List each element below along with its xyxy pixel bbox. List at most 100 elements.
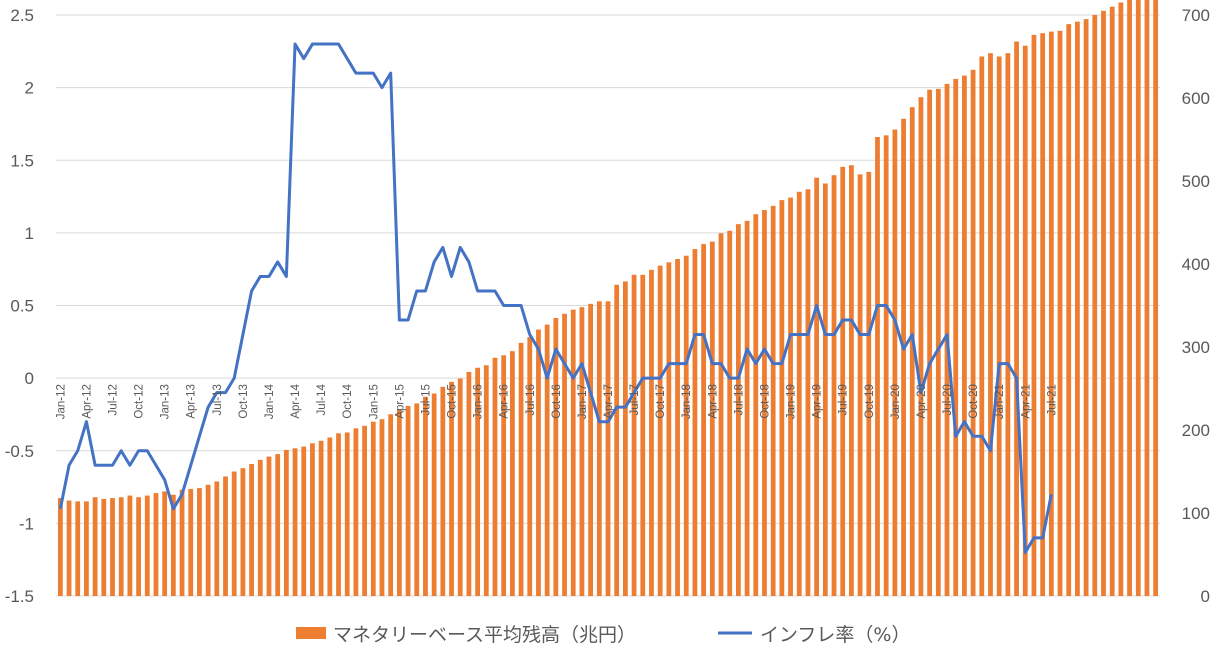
bar xyxy=(1092,15,1098,596)
x-tick-label: Oct-20 xyxy=(968,384,980,419)
bar xyxy=(1057,30,1063,596)
bar xyxy=(336,433,341,596)
bar xyxy=(901,118,906,596)
bar xyxy=(483,365,489,596)
bar xyxy=(570,309,576,596)
bar xyxy=(414,403,420,596)
bar xyxy=(214,481,220,596)
bar xyxy=(831,175,837,596)
legend-swatch-bar xyxy=(296,627,326,639)
bar xyxy=(1118,2,1124,597)
left-tick-label: 2.5 xyxy=(10,6,34,25)
bar xyxy=(301,446,307,596)
bar xyxy=(770,205,776,596)
bar xyxy=(353,428,359,596)
right-tick-label: 200 xyxy=(1182,421,1210,440)
bar xyxy=(1109,6,1115,596)
bar xyxy=(1005,53,1011,597)
bar xyxy=(805,189,811,597)
bar xyxy=(362,425,367,596)
x-tick-label: Apr-13 xyxy=(186,384,198,419)
x-axis-ticks: Jan-12 Apr-12 Jul-12 Oct-12 Jan-13 Apr-13 Jul-… xyxy=(55,384,1058,420)
x-tick-label: Jul-13 xyxy=(212,384,224,415)
bar xyxy=(223,476,228,596)
bar xyxy=(1031,34,1037,597)
x-tick-label: Jan-13 xyxy=(160,384,172,419)
bar xyxy=(509,351,515,596)
bar xyxy=(1048,31,1054,597)
bar xyxy=(970,69,976,596)
bar xyxy=(849,165,854,597)
left-axis-ticks: -1.5 -1 -0.5 0 0.5 1 1.5 2 2.5 xyxy=(5,6,34,606)
x-tick-label: Oct-15 xyxy=(447,384,459,419)
bar xyxy=(405,405,411,596)
bar xyxy=(840,166,846,596)
x-tick-label: Apr-15 xyxy=(394,384,406,419)
bar xyxy=(379,419,385,596)
bar xyxy=(457,378,463,596)
bar xyxy=(596,301,602,596)
right-tick-label: 700 xyxy=(1182,6,1210,25)
bar xyxy=(170,494,176,596)
bar xyxy=(92,497,98,596)
bar xyxy=(935,88,941,597)
x-tick-label: Oct-19 xyxy=(864,384,876,419)
bar xyxy=(240,468,246,596)
bar xyxy=(753,214,759,596)
bar xyxy=(709,241,715,596)
bar xyxy=(779,200,785,596)
bar xyxy=(553,317,559,596)
x-tick-label: Apr-14 xyxy=(290,384,302,419)
bar xyxy=(623,281,628,596)
bar xyxy=(431,393,437,596)
x-tick-label: Jul-17 xyxy=(629,384,641,415)
bar xyxy=(822,183,828,597)
bar xyxy=(657,265,663,596)
x-tick-label: Jul-20 xyxy=(942,384,954,415)
bar xyxy=(605,301,611,596)
bar xyxy=(179,489,185,596)
bar xyxy=(475,367,480,596)
right-tick-label: 300 xyxy=(1182,338,1210,357)
bar xyxy=(962,75,967,597)
bar xyxy=(344,432,350,596)
x-tick-label: Oct-17 xyxy=(655,384,667,419)
x-tick-label: Jan-17 xyxy=(577,384,589,419)
bar xyxy=(1040,33,1046,596)
bar xyxy=(796,191,802,597)
x-tick-label: Oct-13 xyxy=(238,384,250,419)
bar xyxy=(1135,0,1141,597)
left-tick-label: -1 xyxy=(19,514,34,533)
bar xyxy=(762,210,767,597)
x-tick-label: Oct-12 xyxy=(134,384,146,419)
x-tick-label: Jan-20 xyxy=(890,384,902,419)
bar xyxy=(231,471,237,596)
bar xyxy=(1075,21,1080,596)
bar xyxy=(110,498,115,596)
bar xyxy=(614,284,620,596)
bar xyxy=(466,371,472,596)
left-tick-label: -0.5 xyxy=(5,442,34,461)
bar xyxy=(1153,0,1159,597)
bar xyxy=(788,197,793,596)
x-tick-label: Apr-16 xyxy=(499,384,511,419)
bar xyxy=(1022,45,1028,596)
bar xyxy=(631,274,637,596)
bar xyxy=(257,459,263,596)
x-tick-label: Apr-21 xyxy=(1020,384,1032,419)
bar xyxy=(492,357,498,596)
bar xyxy=(153,493,159,596)
x-tick-label: Apr-20 xyxy=(916,384,928,419)
bar xyxy=(501,355,507,596)
bar xyxy=(579,307,585,596)
bar xyxy=(275,454,281,596)
x-tick-label: Jan-16 xyxy=(473,384,485,419)
bar xyxy=(249,464,254,596)
x-tick-label: Jan-21 xyxy=(994,384,1006,419)
bar xyxy=(118,497,124,596)
line-series-inflation xyxy=(58,42,1053,554)
x-tick-label: Oct-14 xyxy=(342,384,354,419)
bar xyxy=(318,440,324,596)
legend: マネタリーベース平均残高（兆円） インフレ率（%） xyxy=(296,624,910,646)
